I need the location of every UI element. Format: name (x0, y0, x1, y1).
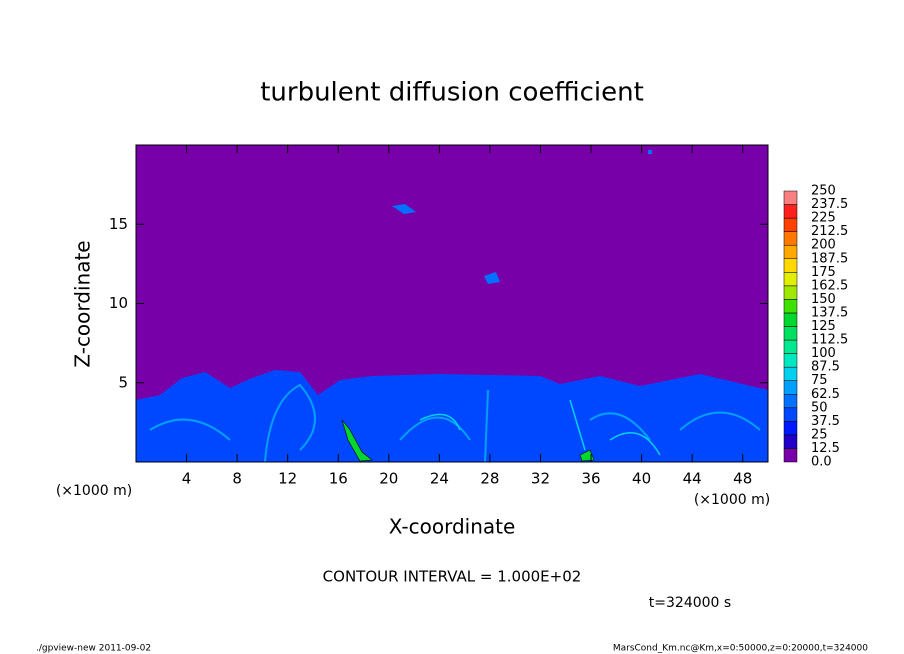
colorbar-label: 200 (811, 238, 836, 253)
colorbar-label: 50 (811, 400, 828, 415)
colorbar-box (783, 285, 798, 300)
colorbar-label: 150 (811, 292, 836, 307)
colorbar-label: 250 (811, 184, 836, 199)
x-tick-label: 20 (379, 470, 398, 488)
colorbar-box (783, 258, 798, 273)
high-patch (341, 419, 595, 462)
x-tick-label: 40 (632, 470, 651, 488)
colorbar-box (783, 231, 798, 246)
colorbar-label: 37.5 (811, 414, 840, 429)
colorbar-box (783, 366, 798, 381)
x-tick-label: 32 (531, 470, 550, 488)
x-tick-label: 8 (232, 470, 242, 488)
colorbar-label: 25 (811, 427, 828, 442)
colorbar-box (783, 339, 798, 354)
colorbar-box (783, 394, 798, 409)
x-tick-label: 36 (581, 470, 600, 488)
x-tick-label: 24 (430, 470, 449, 488)
colorbar-label: 162.5 (811, 278, 848, 293)
x-tick-label: 28 (480, 470, 499, 488)
contour-note: CONTOUR INTERVAL = 1.000E+02 (323, 568, 582, 586)
x-tick-label: 48 (733, 470, 752, 488)
y-tick-label: 15 (109, 215, 128, 233)
colorbar-label: 12.5 (811, 441, 840, 456)
y-tick-label: 5 (118, 373, 128, 391)
y-tick-label: 10 (109, 294, 128, 312)
colorbar-label: 225 (811, 211, 836, 226)
x-tick-label: 16 (329, 470, 348, 488)
chart-title: turbulent diffusion coefficient (260, 78, 644, 108)
footer-right: MarsCond_Km.nc@Km,x=0:50000,z=0:20000,t=… (613, 644, 868, 654)
colorbar-label: 0.0 (811, 455, 832, 470)
colorbar-label: 137.5 (811, 305, 848, 320)
y-unit: (×1000 m) (56, 483, 132, 499)
colorbar-label: 100 (811, 346, 836, 361)
field (136, 145, 768, 463)
colorbar-label: 187.5 (811, 251, 848, 266)
colorbar-label: 62.5 (811, 387, 840, 402)
colorbar-box (783, 244, 798, 259)
colorbar-box (783, 312, 798, 327)
colorbar-box (783, 272, 798, 287)
y-axis-label: Z-coordinate (71, 240, 95, 367)
colorbar-box (783, 407, 798, 422)
colorbar-label: 112.5 (811, 333, 848, 348)
colorbar-box (783, 190, 798, 205)
colorbar-box (783, 217, 798, 232)
colorbar-label: 212.5 (811, 224, 848, 239)
x-axis-label: X-coordinate (389, 515, 516, 539)
colorbar-label: 237.5 (811, 197, 848, 212)
colorbar-box (783, 299, 798, 314)
x-tick-label: 4 (182, 470, 192, 488)
time-note: t=324000 s (649, 595, 731, 611)
colorbar-box (783, 326, 798, 341)
colorbar-label: 75 (811, 373, 828, 388)
colorbar-label: 87.5 (811, 360, 840, 375)
colorbar-box (783, 380, 798, 395)
colorbar-box (783, 434, 798, 449)
x-tick-label: 12 (278, 470, 297, 488)
colorbar-label: 125 (811, 319, 836, 334)
turbulent-swirl (419, 399, 661, 456)
colorbar-box (783, 353, 798, 368)
x-tick-label: 44 (683, 470, 702, 488)
colorbar-box (783, 421, 798, 436)
colorbar-box (783, 448, 798, 463)
turbulent-swirl (149, 383, 761, 463)
footer-left: ./gpview-new 2011-09-02 (36, 644, 151, 654)
colorbar-box (783, 204, 798, 219)
turbulent-layer (136, 370, 768, 462)
x-unit: (×1000 m) (694, 492, 770, 508)
colorbar-label: 175 (811, 265, 836, 280)
